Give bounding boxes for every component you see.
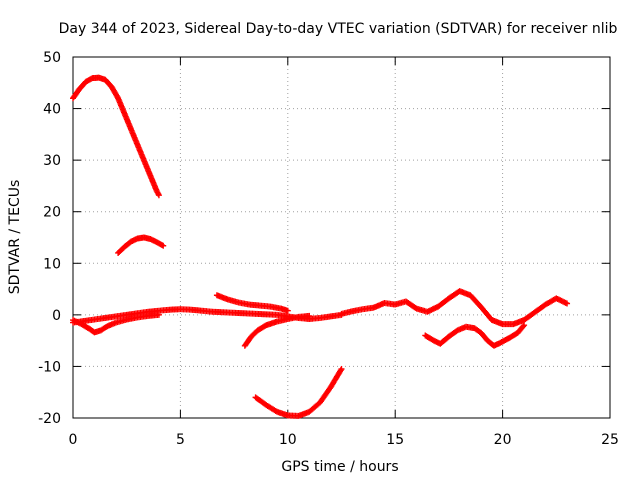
plot-frame: [72, 56, 611, 419]
y-tick-label: 10: [43, 256, 61, 272]
y-tick-label: -10: [38, 359, 61, 375]
y-tick-label: 50: [43, 50, 61, 66]
data-point: [338, 366, 345, 373]
series-arc-7: [252, 366, 345, 419]
series-arc-2: [115, 234, 167, 256]
data-point: [155, 311, 162, 318]
series-arc-4: [70, 311, 162, 336]
data-point: [564, 300, 571, 307]
tick-labels: 0 5 10 15 20 25 -20 -10 0 10 20 30 40 50: [38, 50, 619, 448]
data-point: [284, 307, 291, 314]
y-tick-label: 40: [43, 102, 61, 118]
y-tick-label: -20: [38, 411, 61, 427]
data-point: [155, 192, 162, 199]
x-tick-label: 15: [386, 432, 404, 448]
series-arc-6: [241, 312, 313, 349]
x-axis-label: GPS time / hours: [281, 459, 398, 475]
x-tick-label: 20: [494, 432, 512, 448]
data-point: [158, 242, 165, 249]
data-point: [337, 367, 344, 374]
data-point: [306, 312, 313, 319]
series-arc-8: [338, 288, 571, 328]
y-tick-label: 20: [43, 205, 61, 221]
series-arc-1: [70, 74, 162, 199]
series-arc-5: [213, 292, 291, 314]
y-axis-label: SDTVAR / TECUs: [7, 180, 23, 295]
x-tick-label: 5: [176, 432, 185, 448]
data-point: [521, 322, 528, 329]
data-marks: [70, 74, 571, 419]
y-tick-label: 30: [43, 153, 61, 169]
series-arc-9: [422, 322, 528, 349]
x-tick-label: 25: [601, 432, 619, 448]
x-tick-label: 10: [279, 432, 297, 448]
data-point: [160, 242, 167, 249]
x-tick-label: 0: [69, 432, 78, 448]
y-tick-label: 0: [52, 308, 61, 324]
chart-title: Day 344 of 2023, Sidereal Day-to-day VTE…: [59, 21, 618, 37]
data-point: [520, 323, 527, 330]
data-point: [412, 304, 419, 311]
axis-ticks: [72, 56, 611, 419]
